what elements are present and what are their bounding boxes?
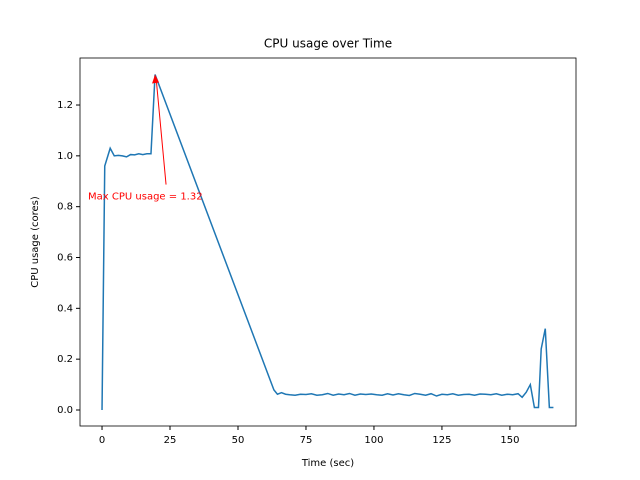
annotation-arrowhead — [152, 74, 160, 84]
y-tick-label: 0.2 — [57, 354, 73, 365]
x-tick-label: 100 — [364, 435, 383, 446]
y-tick-label: 0.4 — [57, 303, 73, 314]
x-axis-label: Time (sec) — [301, 458, 354, 469]
y-axis-label: CPU usage (cores) — [30, 196, 41, 288]
y-tick-label: 1.2 — [57, 100, 73, 111]
x-tick-label: 50 — [232, 435, 245, 446]
chart-title: CPU usage over Time — [264, 37, 392, 51]
plot-frame — [79, 57, 577, 427]
annotation-text: Max CPU usage = 1.32 — [88, 192, 203, 203]
x-tick-label: 150 — [500, 435, 519, 446]
y-tick-label: 0.0 — [57, 405, 73, 416]
x-tick-label: 75 — [300, 435, 313, 446]
y-tick-label: 1.0 — [57, 151, 73, 162]
x-tick-label: 25 — [164, 435, 177, 446]
line-series — [101, 74, 554, 410]
y-tick-label: 0.8 — [57, 202, 73, 213]
x-tick-label: 0 — [99, 435, 105, 446]
annotation-arrow — [155, 77, 167, 185]
x-tick-label: 125 — [432, 435, 451, 446]
y-tick-label: 0.6 — [57, 253, 73, 264]
